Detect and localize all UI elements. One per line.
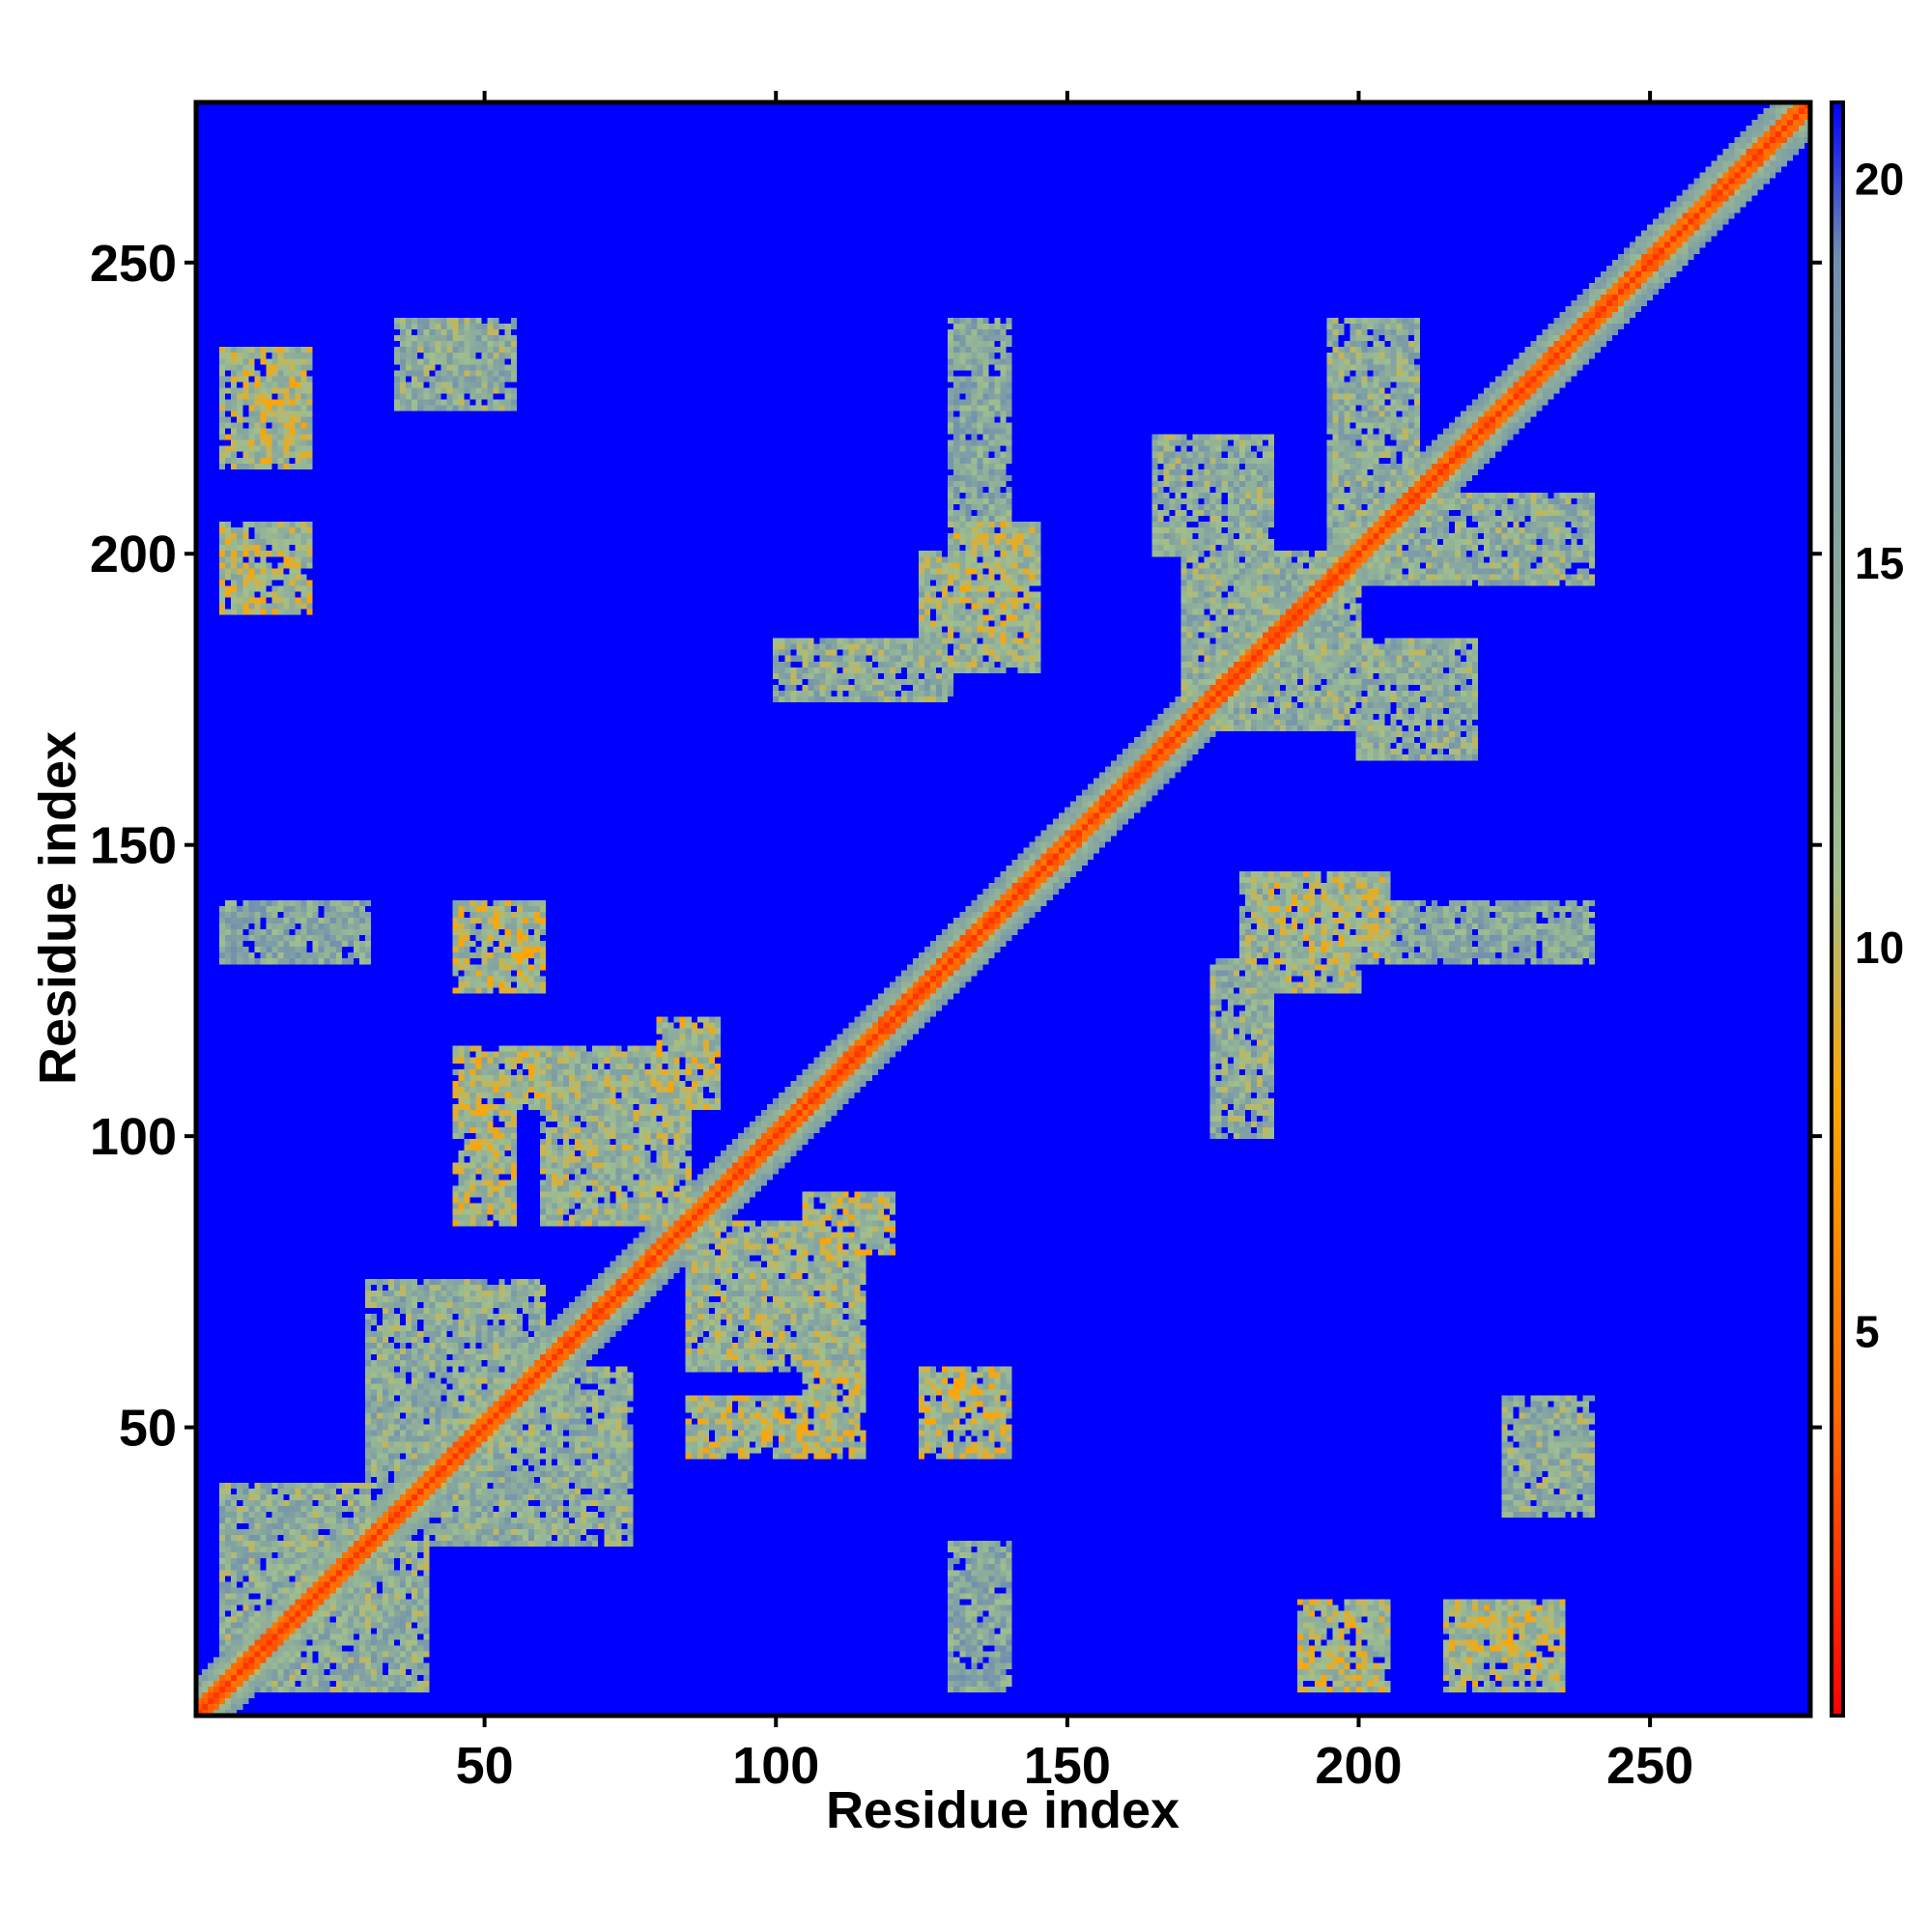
x-tick-label: 150 — [1024, 1737, 1111, 1795]
y-axis-title: Residue index — [29, 731, 87, 1085]
colorbar-tick-label: 5 — [1855, 1306, 1880, 1356]
distance-matrix-heatmap — [196, 102, 1810, 1716]
colorbar-tick-label: 20 — [1855, 155, 1904, 205]
plot-frame — [193, 99, 1813, 1719]
colorbar-gradient — [1830, 100, 1845, 1718]
y-tick-label: 250 — [90, 235, 177, 293]
y-tick-label: 200 — [90, 526, 177, 583]
x-tick-label: 200 — [1315, 1737, 1402, 1795]
colorbar-tick-label: 15 — [1855, 538, 1904, 588]
colorbar-tick-label: 10 — [1855, 923, 1904, 973]
x-tick-label: 50 — [456, 1737, 514, 1795]
x-tick-label: 100 — [732, 1737, 819, 1795]
y-tick-label: 150 — [90, 817, 177, 875]
y-axis-ticks: 50 100 150 200 250 — [90, 235, 1822, 1458]
x-tick-label: 250 — [1606, 1737, 1693, 1795]
x-axis-title: Residue index — [826, 1781, 1179, 1839]
x-axis-ticks: 50 100 150 200 250 — [456, 91, 1693, 1795]
y-tick-label: 50 — [119, 1400, 177, 1458]
y-tick-label: 100 — [90, 1108, 177, 1166]
colorbar: 5 10 15 20 — [1830, 100, 1904, 1718]
heatmap-cells — [196, 102, 1810, 1716]
